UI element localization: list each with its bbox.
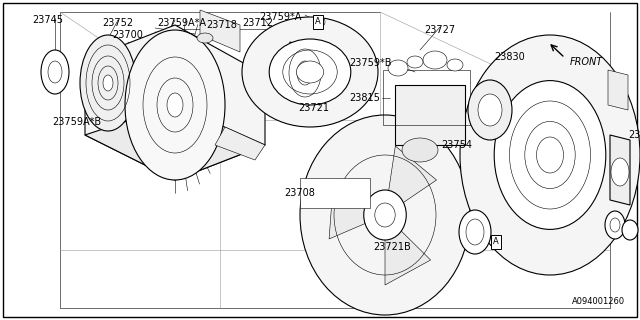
Ellipse shape: [460, 35, 640, 275]
Ellipse shape: [402, 138, 438, 162]
Ellipse shape: [197, 33, 213, 43]
Ellipse shape: [536, 137, 563, 173]
Text: 23712: 23712: [243, 18, 273, 28]
Ellipse shape: [300, 115, 470, 315]
Ellipse shape: [125, 30, 225, 180]
Polygon shape: [329, 180, 385, 239]
Ellipse shape: [605, 211, 625, 239]
Text: 23759*A: 23759*A: [259, 12, 301, 22]
Text: 23727: 23727: [424, 25, 456, 35]
Text: 23797: 23797: [628, 130, 640, 140]
Ellipse shape: [468, 80, 512, 140]
Text: 23830: 23830: [495, 52, 525, 62]
Text: A: A: [315, 18, 321, 27]
Text: 23721B: 23721B: [373, 242, 411, 252]
Polygon shape: [385, 215, 431, 285]
Ellipse shape: [423, 51, 447, 69]
Text: FRONT: FRONT: [570, 57, 604, 67]
Ellipse shape: [388, 60, 408, 76]
Text: A: A: [493, 237, 499, 246]
Polygon shape: [285, 42, 325, 105]
Ellipse shape: [103, 75, 113, 91]
Text: 23759*B: 23759*B: [349, 58, 391, 68]
Ellipse shape: [459, 210, 491, 254]
Ellipse shape: [41, 50, 69, 94]
Text: 23759A*A: 23759A*A: [157, 18, 207, 28]
Text: 23708: 23708: [284, 188, 315, 198]
Text: 23815: 23815: [349, 93, 380, 103]
Polygon shape: [395, 85, 465, 145]
Ellipse shape: [478, 94, 502, 126]
Polygon shape: [385, 146, 436, 215]
Ellipse shape: [494, 81, 606, 229]
Ellipse shape: [242, 17, 378, 127]
Text: 23759A*B: 23759A*B: [52, 117, 101, 127]
Ellipse shape: [315, 17, 325, 27]
Polygon shape: [85, 105, 265, 180]
Ellipse shape: [80, 35, 136, 131]
Text: A094001260: A094001260: [572, 297, 625, 306]
Ellipse shape: [167, 93, 183, 117]
Polygon shape: [85, 25, 265, 180]
Ellipse shape: [622, 220, 638, 240]
Ellipse shape: [269, 39, 351, 105]
Polygon shape: [215, 127, 265, 160]
Polygon shape: [608, 70, 628, 110]
Ellipse shape: [364, 190, 406, 240]
Ellipse shape: [296, 61, 324, 83]
Polygon shape: [200, 10, 240, 52]
Polygon shape: [300, 178, 370, 208]
Ellipse shape: [297, 61, 313, 85]
Text: 23700: 23700: [113, 30, 143, 40]
Polygon shape: [610, 135, 630, 205]
Ellipse shape: [611, 158, 629, 186]
Text: 23752: 23752: [102, 18, 134, 28]
Text: 23721: 23721: [298, 103, 329, 113]
Ellipse shape: [407, 56, 423, 68]
Text: 23754: 23754: [441, 140, 472, 150]
Text: 23745: 23745: [33, 15, 63, 25]
Text: 23718: 23718: [207, 20, 237, 30]
Ellipse shape: [447, 59, 463, 71]
